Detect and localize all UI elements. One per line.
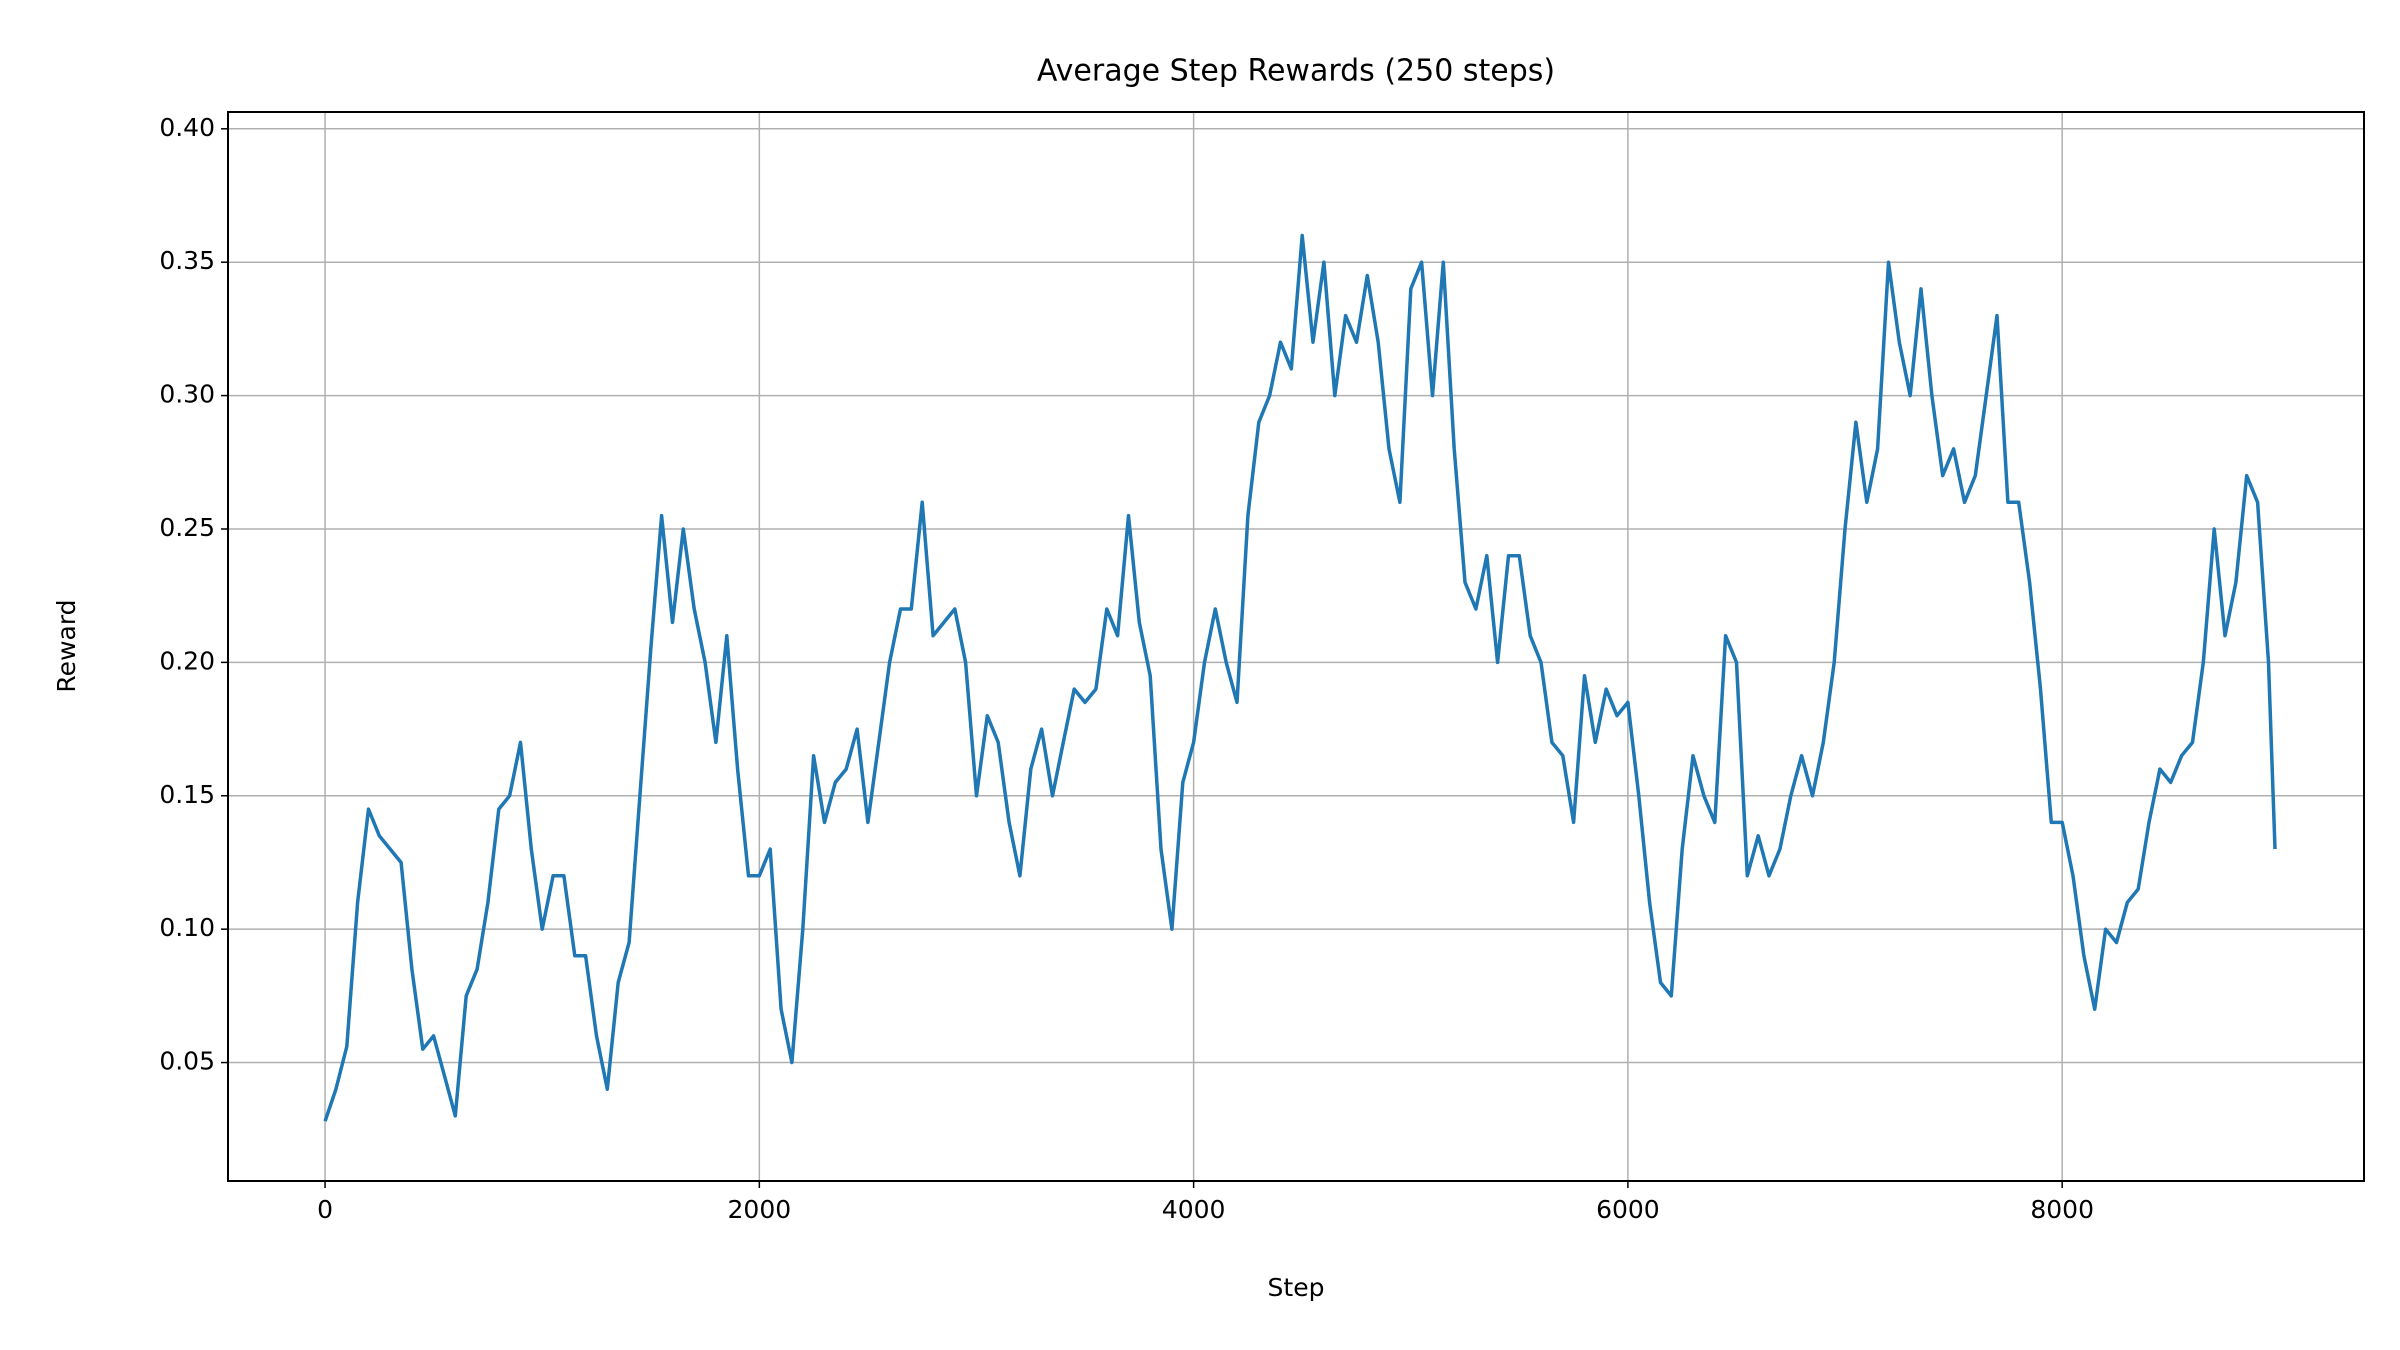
y-tick-label: 0.35 [159,246,215,275]
y-tick-label: 0.20 [159,646,215,675]
y-tick-label: 0.10 [159,913,215,942]
x-tick-label: 2000 [728,1195,792,1224]
x-tick-label: 6000 [1596,1195,1660,1224]
y-tick-label: 0.30 [159,380,215,409]
plot-frame [227,111,2365,1182]
x-tick-label: 4000 [1162,1195,1226,1224]
x-tick-label: 8000 [2030,1195,2094,1224]
line-series [323,233,2277,1122]
y-tick-label: 0.25 [159,513,215,542]
y-tick-label: 0.05 [159,1047,215,1076]
y-axis-label: Reward [52,599,81,692]
x-axis-label: Step [1268,1273,1325,1302]
x-tick-label: 0 [317,1195,333,1224]
chart-title: Average Step Rewards (250 steps) [1037,54,1555,89]
y-tick-label: 0.40 [159,113,215,142]
y-tick-label: 0.15 [159,780,215,809]
